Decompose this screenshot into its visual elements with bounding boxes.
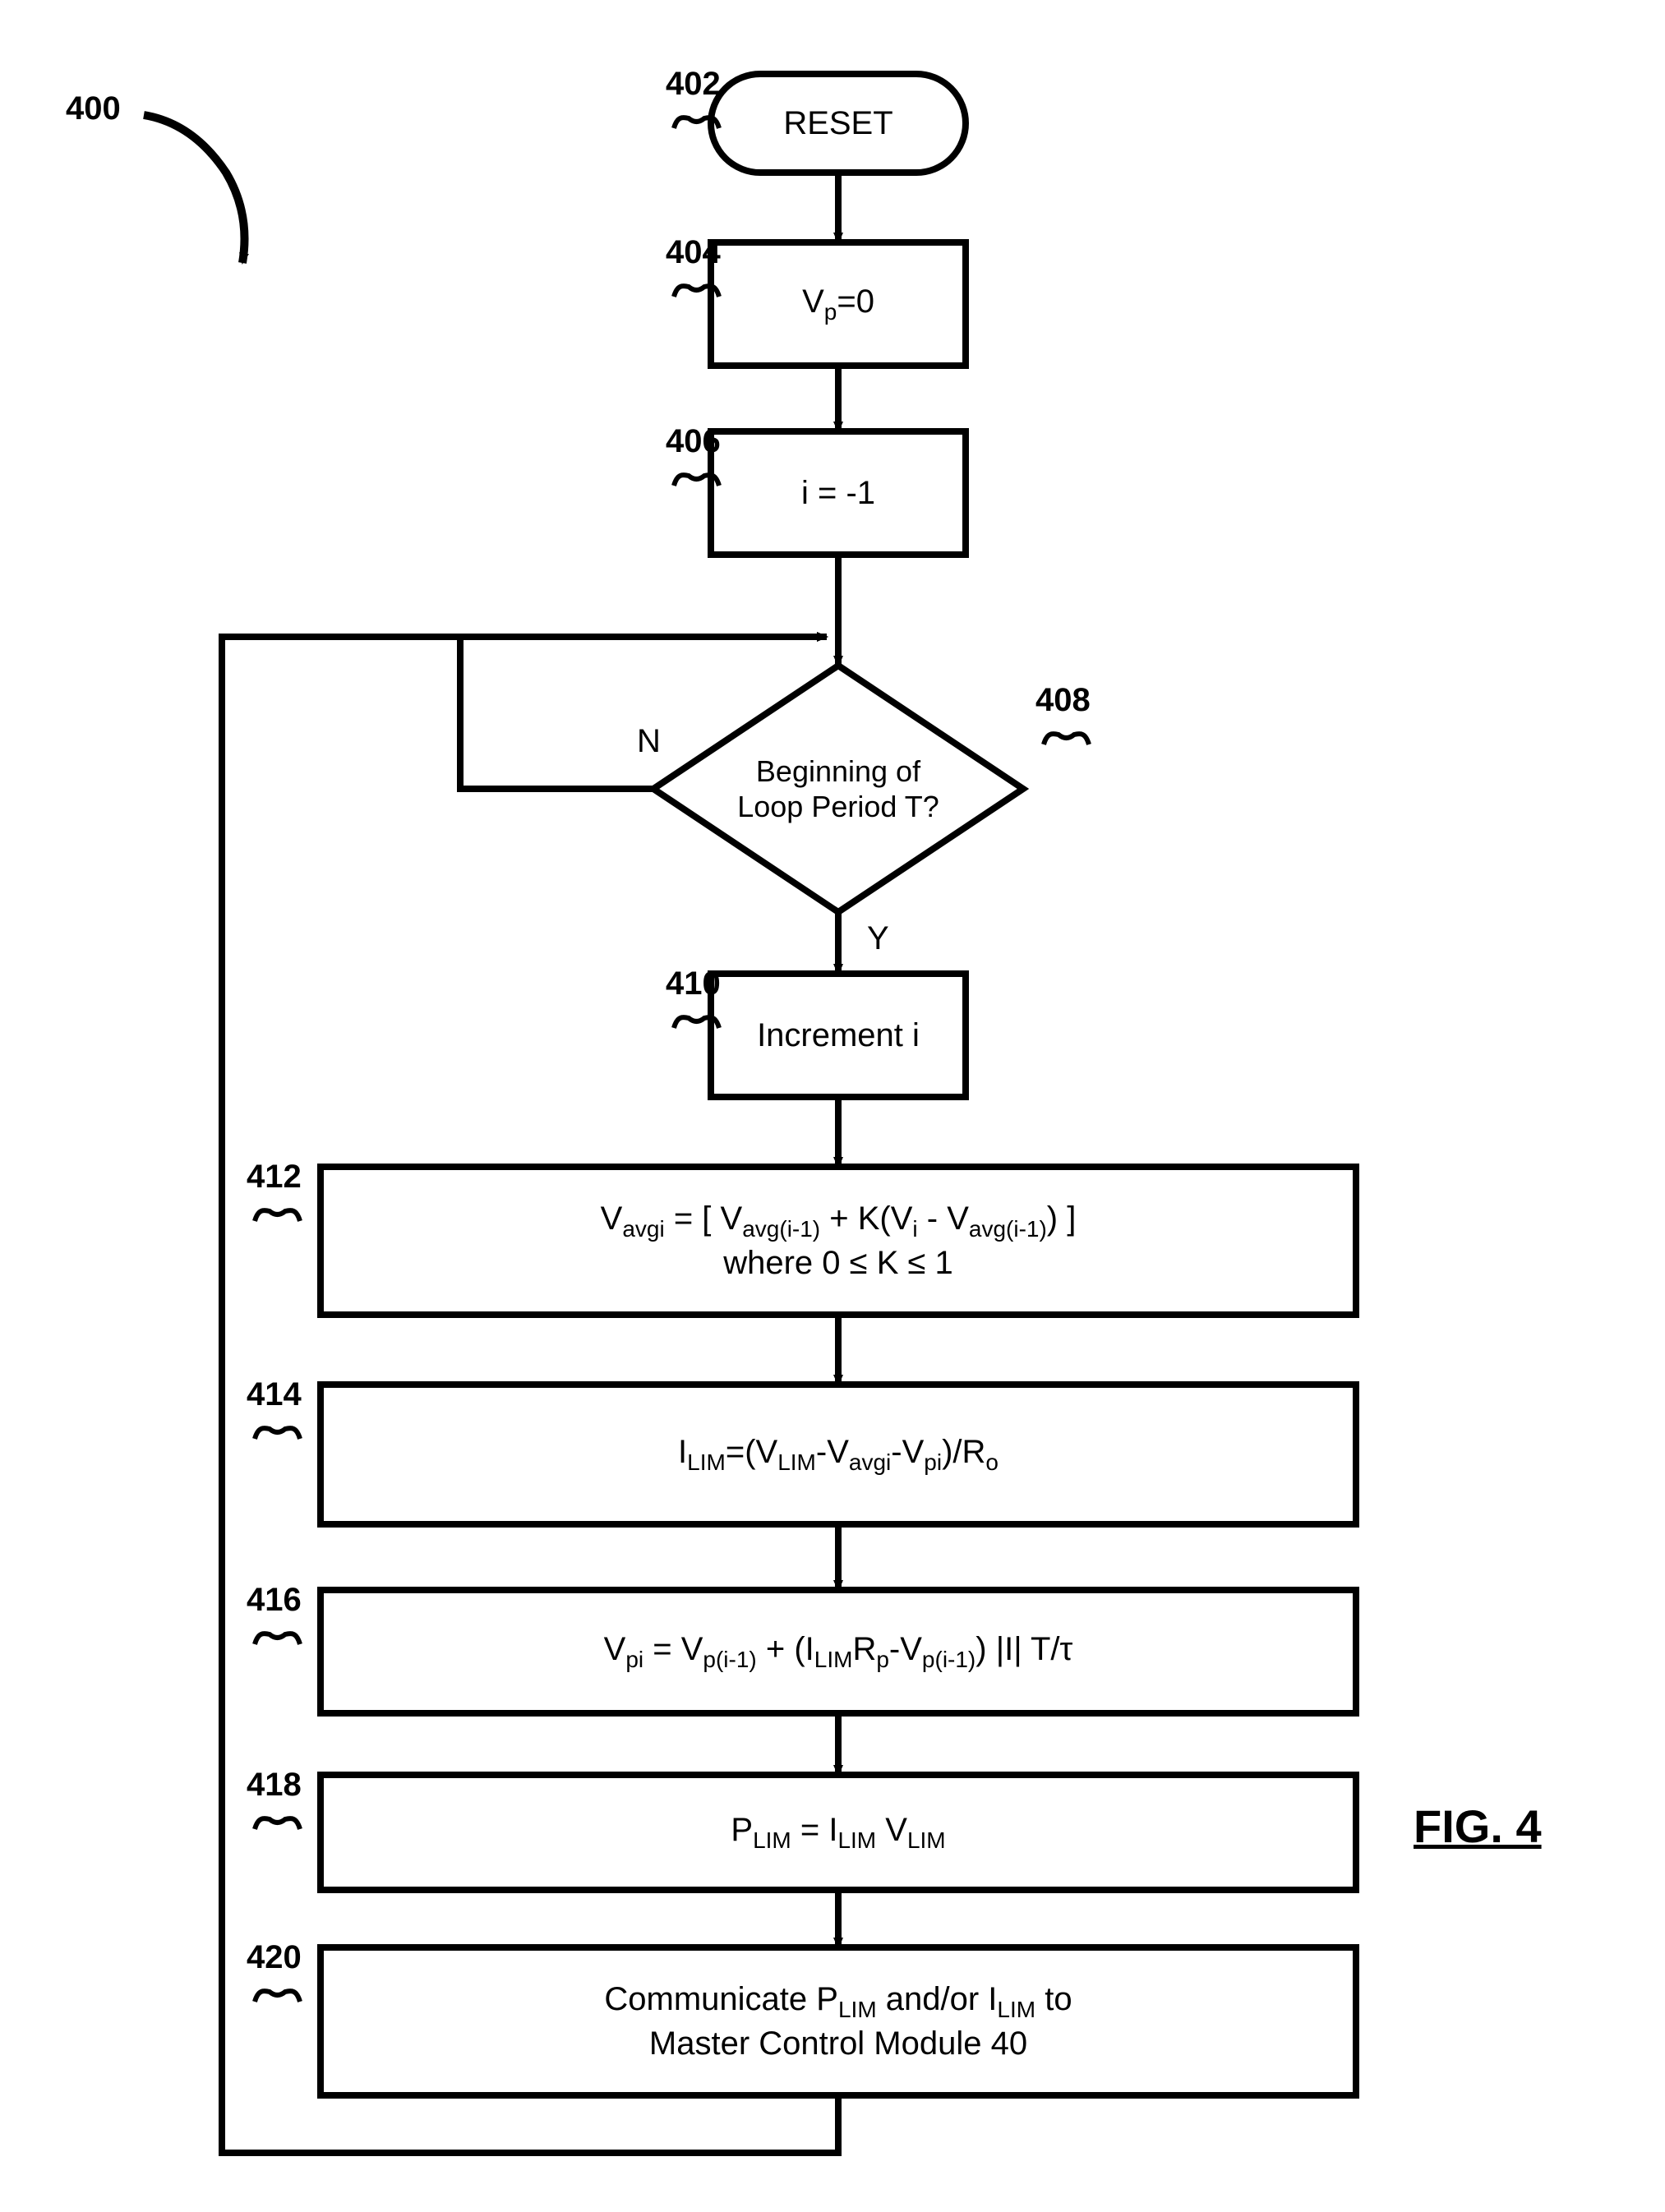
node-408: Beginning ofLoop Period T? xyxy=(653,666,1023,912)
node-420: Communicate PLIM and/or ILIM toMaster Co… xyxy=(321,1947,1356,2095)
node-label: Increment i xyxy=(757,1016,920,1055)
node-418: PLIM = ILIM VLIM xyxy=(321,1775,1356,1890)
ref-416: 416 xyxy=(247,1582,302,1619)
ref-406: 406 xyxy=(666,423,721,460)
ref-412: 412 xyxy=(247,1159,302,1196)
node-label: Vpi = Vp(i-1) + (ILIMRp-Vp(i-1)) |I| T/τ xyxy=(604,1629,1073,1674)
ref-408: 408 xyxy=(1035,682,1091,719)
node-label: PLIM = ILIM VLIM xyxy=(731,1810,945,1855)
node-label: Beginning ofLoop Period T? xyxy=(737,753,939,824)
ref-410: 410 xyxy=(666,965,721,1002)
node-label: RESET xyxy=(783,104,892,143)
node-label: Vp=0 xyxy=(802,282,874,326)
ref-402: 402 xyxy=(666,66,721,103)
node-412: Vavgi = [ Vavg(i-1) + K(Vi - Vavg(i-1)) … xyxy=(321,1167,1356,1315)
node-label: Vavgi = [ Vavg(i-1) + K(Vi - Vavg(i-1)) … xyxy=(601,1199,1077,1283)
ref-420: 420 xyxy=(247,1939,302,1976)
node-414: ILIM=(VLIM-Vavgi-Vpi)/Ro xyxy=(321,1385,1356,1524)
node-label: i = -1 xyxy=(801,473,875,513)
figure-ref: 400 xyxy=(66,90,121,127)
ref-404: 404 xyxy=(666,234,721,271)
node-404: Vp=0 xyxy=(711,242,966,366)
ref-418: 418 xyxy=(247,1767,302,1804)
node-402: RESET xyxy=(711,74,966,173)
ref-414: 414 xyxy=(247,1376,302,1413)
node-label: ILIM=(VLIM-Vavgi-Vpi)/Ro xyxy=(678,1432,999,1477)
edge-label-no: N xyxy=(637,723,661,760)
node-410: Increment i xyxy=(711,974,966,1097)
node-406: i = -1 xyxy=(711,431,966,555)
node-label: Communicate PLIM and/or ILIM toMaster Co… xyxy=(604,1979,1072,2063)
edge-label-yes: Y xyxy=(867,920,889,957)
figure-label: FIG. 4 xyxy=(1414,1800,1542,1853)
node-416: Vpi = Vp(i-1) + (ILIMRp-Vp(i-1)) |I| T/τ xyxy=(321,1590,1356,1713)
